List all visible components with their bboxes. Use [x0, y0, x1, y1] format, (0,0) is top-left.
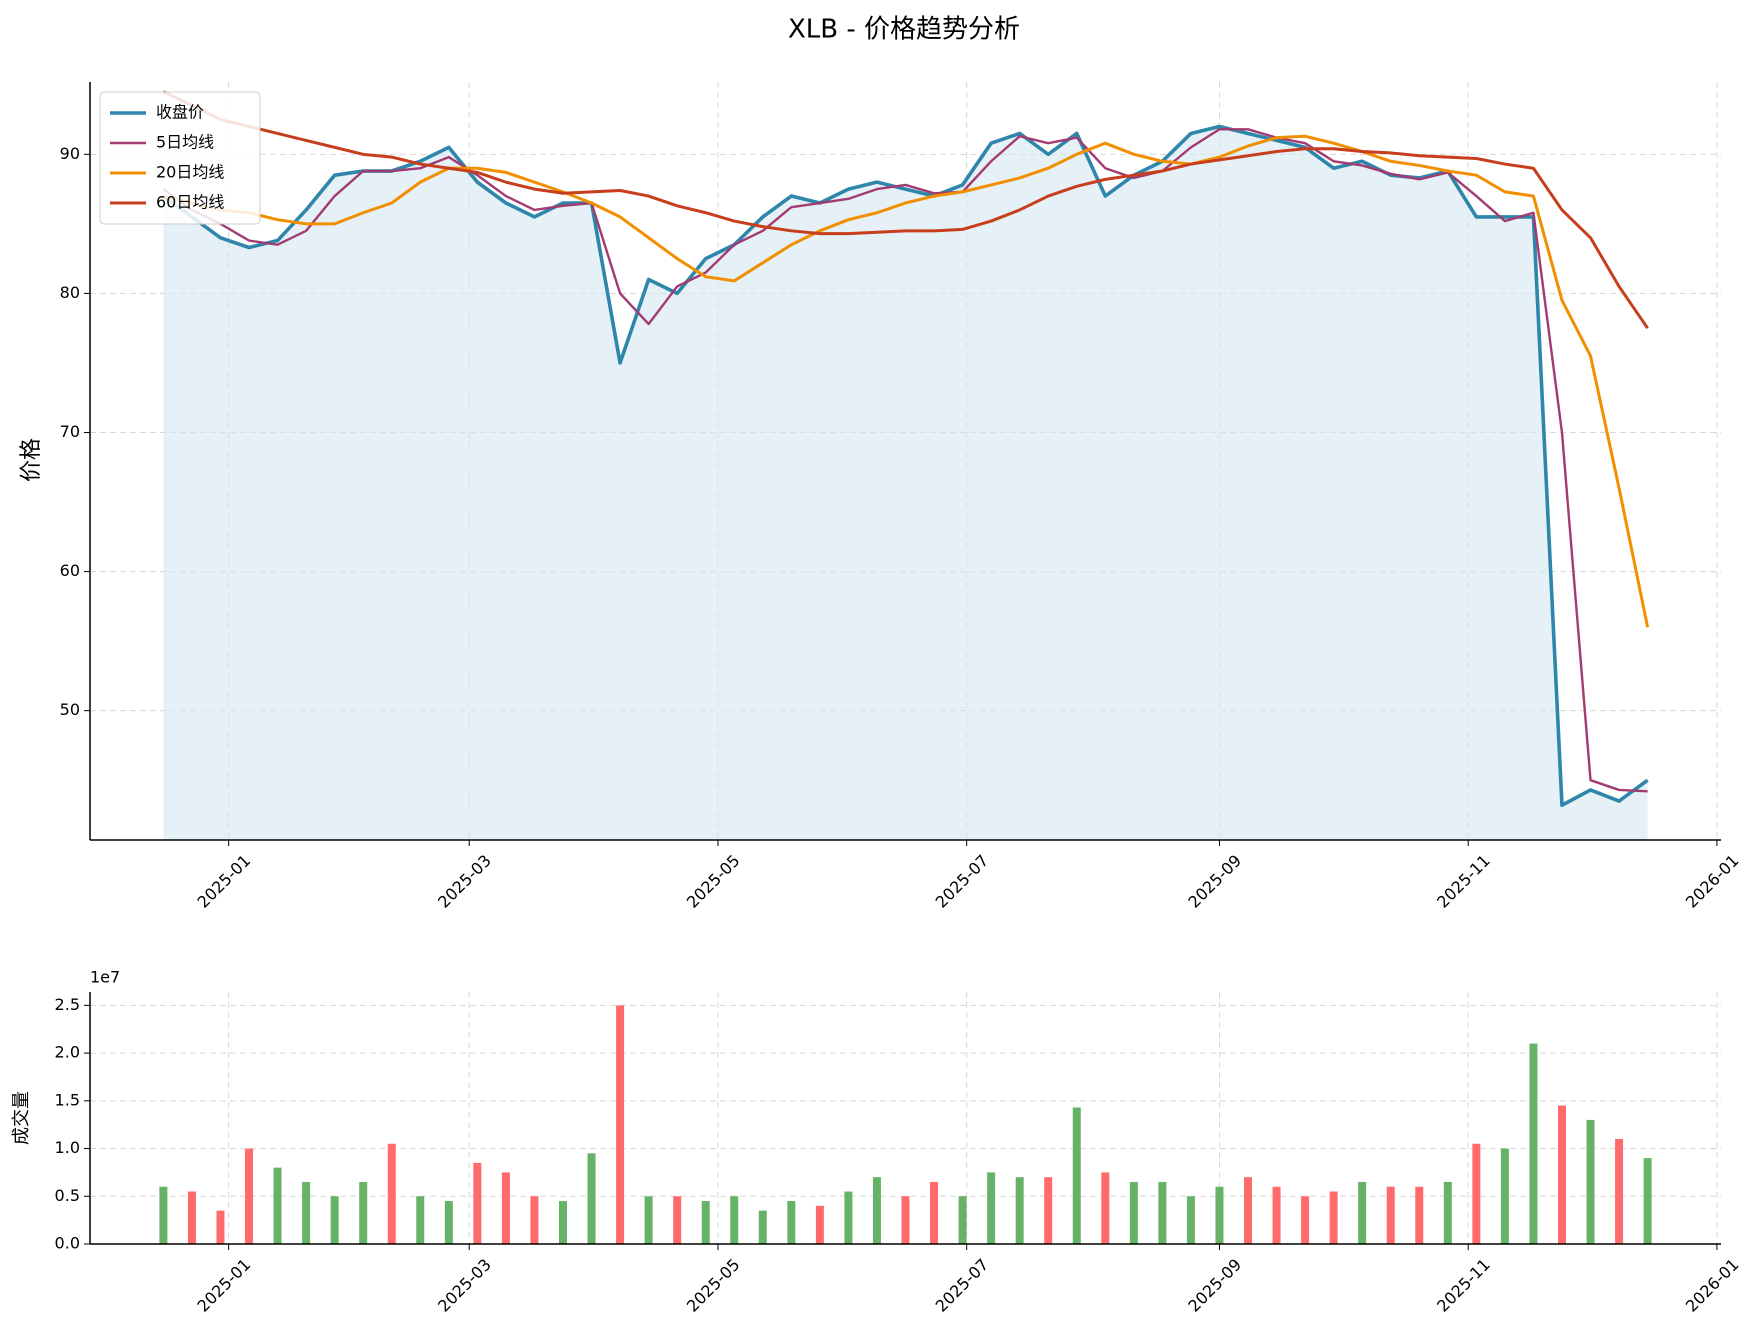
volume-bar	[1386, 1186, 1395, 1244]
volume-bar	[1044, 1177, 1053, 1244]
volume-bar	[444, 1201, 453, 1244]
volume-bar	[416, 1196, 425, 1244]
volume-bar	[758, 1210, 767, 1244]
area-fill	[163, 126, 1648, 841]
volume-bar	[1072, 1107, 1081, 1244]
y-tick-label: 50	[60, 700, 80, 719]
volume-bar	[872, 1177, 881, 1244]
volume-bar	[530, 1196, 539, 1244]
volume-bar	[558, 1201, 567, 1244]
volume-bar	[616, 1005, 625, 1244]
line-series	[163, 134, 1650, 628]
volume-bar	[1158, 1181, 1167, 1244]
axis-offset-label: 1e7	[90, 968, 120, 987]
legend-label: 5日均线	[156, 133, 214, 152]
volume-bar	[1244, 1177, 1253, 1244]
line-series	[162, 90, 1649, 330]
volume-bar	[330, 1196, 339, 1244]
volume-bar	[673, 1196, 682, 1244]
volume-bar	[359, 1181, 368, 1244]
volume-bar	[1301, 1196, 1310, 1244]
y-tick-label: 0.5	[55, 1186, 80, 1205]
volume-bar	[501, 1172, 510, 1244]
volume-bar	[387, 1143, 396, 1244]
legend-box	[99, 91, 261, 225]
y-tick-label: 90	[60, 144, 80, 163]
volume-bar	[1529, 1043, 1538, 1244]
volume-bar	[1015, 1177, 1024, 1244]
volume-bar	[1500, 1148, 1509, 1244]
y-tick-label: 0.0	[55, 1234, 80, 1253]
volume-bar	[1615, 1139, 1624, 1244]
volume-bar	[1443, 1181, 1452, 1244]
volume-bar	[787, 1201, 796, 1244]
volume-bar	[701, 1201, 710, 1244]
volume-bar	[1129, 1181, 1138, 1244]
volume-bar	[1101, 1172, 1110, 1244]
volume-bar	[1586, 1119, 1595, 1244]
volume-bar	[187, 1191, 196, 1244]
y-tick-label: 1.5	[55, 1090, 80, 1109]
volume-bar	[644, 1196, 653, 1244]
volume-bar	[987, 1172, 996, 1244]
y-tick-label: 70	[60, 422, 80, 441]
legend-label: 60日均线	[156, 193, 224, 212]
volume-bar	[1415, 1186, 1424, 1244]
volume-bar	[815, 1205, 824, 1244]
volume-bar	[1329, 1191, 1338, 1244]
legend-label: 收盘价	[156, 103, 204, 122]
volume-bar	[1557, 1105, 1566, 1244]
volume-bar	[587, 1153, 596, 1244]
volume-bar	[901, 1196, 910, 1244]
volume-bar	[245, 1148, 254, 1244]
volume-bar	[730, 1196, 739, 1244]
volume-bar	[159, 1186, 168, 1244]
y-tick-label: 1.0	[55, 1138, 80, 1157]
volume-bar	[302, 1181, 311, 1244]
volume-bar	[1643, 1158, 1652, 1244]
chart-title: XLB - 价格趋势分析	[788, 15, 1020, 45]
volume-bar	[216, 1210, 225, 1244]
volume-bar	[958, 1196, 967, 1244]
volume-bar	[1186, 1196, 1195, 1244]
volume-bar	[273, 1167, 282, 1244]
volume-bar	[1358, 1181, 1367, 1244]
volume-bar	[930, 1181, 939, 1244]
y-tick-label: 80	[60, 283, 80, 302]
volume-bar	[1472, 1143, 1481, 1244]
y-tick-label: 2.5	[55, 995, 80, 1014]
line-series	[162, 128, 1648, 793]
legend-label: 20日均线	[156, 163, 224, 182]
volume-bar	[473, 1162, 482, 1244]
y-tick-label: 60	[60, 561, 80, 580]
y-tick-label: 2.0	[55, 1043, 80, 1062]
volume-bar	[1215, 1186, 1224, 1244]
y-axis-label: 价格	[19, 438, 44, 482]
volume-bar	[1272, 1186, 1281, 1244]
volume-bar	[844, 1191, 853, 1244]
y-axis-label: 成交量	[11, 1091, 32, 1145]
